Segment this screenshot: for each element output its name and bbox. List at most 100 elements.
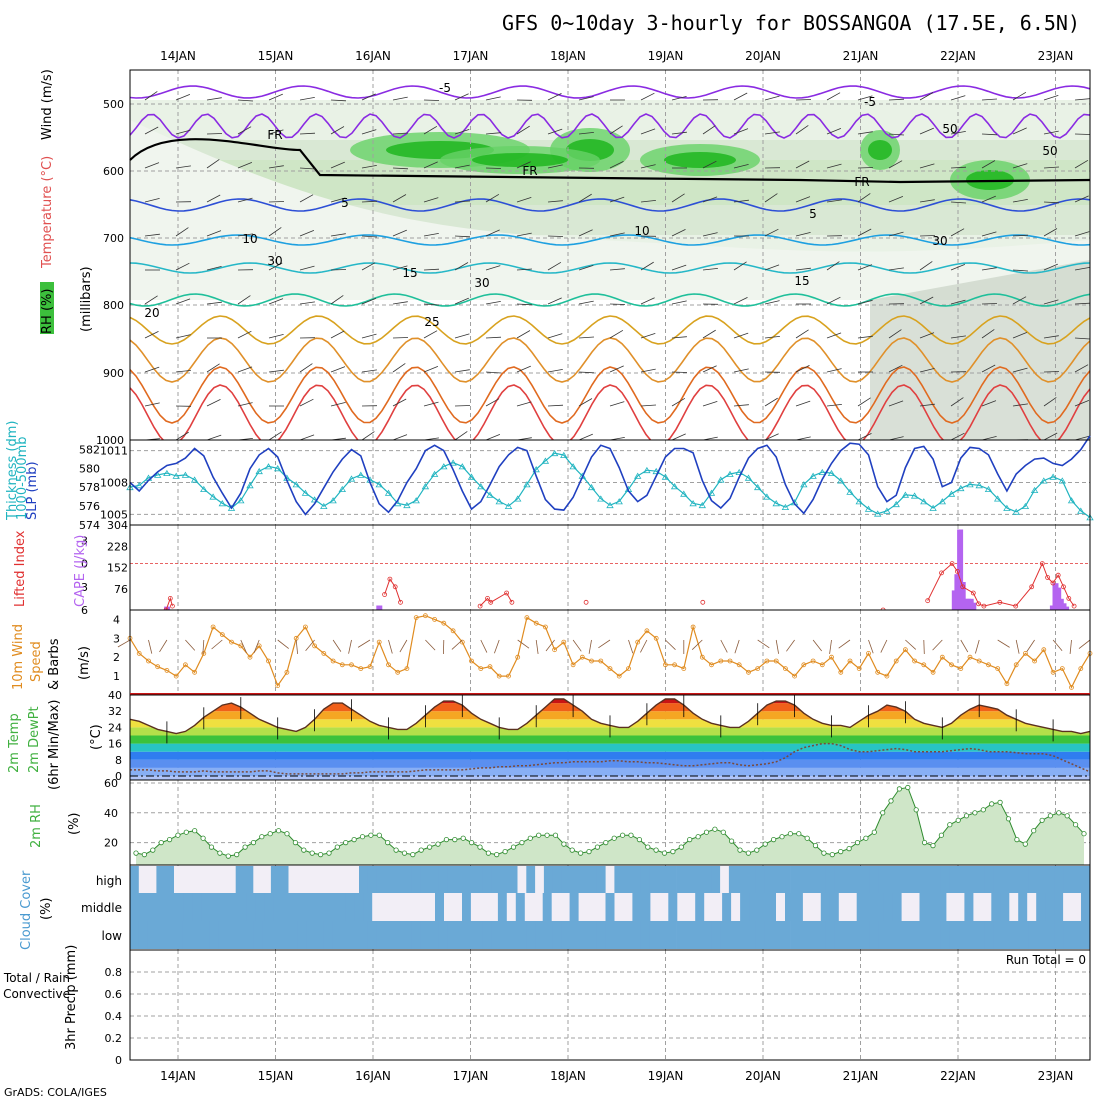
cloud-cell [403,866,413,893]
wind-barb [981,436,997,441]
wind-barb [981,329,995,339]
rh-point [301,847,307,853]
cloud-cell [596,893,606,921]
wind-barb [423,330,438,339]
precip-tick-label: 0.4 [105,1010,123,1023]
wind-speed-point [302,624,308,630]
rh2m-label: 2m RH [29,804,44,848]
thickness-tick-label: 574 [79,519,100,532]
temperature-contour [129,366,1091,424]
cloud-cell [508,921,518,949]
wind-barb [671,229,686,237]
slp-tick-label: 1008 [100,477,128,490]
wind-barb [175,262,190,271]
wind-barb [857,433,872,441]
thickness-point [1030,486,1039,493]
thickness-point [717,476,725,483]
cloud-cell [1072,866,1082,893]
wind-barb-10m [451,639,463,650]
wind-barb [175,334,191,339]
wind-barb [268,93,283,101]
cloud-cover-panel: high middle low Cloud Cover (%) [19,864,1091,951]
lifted-index-point [960,584,966,590]
cloud-cell [878,866,888,893]
wind-barb [795,365,810,373]
cloud-cell [192,893,203,921]
wind-barb [1043,228,1058,237]
wind-barb [578,371,595,374]
wind-barb [578,398,593,407]
cloud-cell [390,893,400,921]
rh-point [1056,810,1062,816]
rh-tick-label: 40 [104,807,118,820]
rh-point [217,850,223,856]
cloud-cell [306,921,316,949]
lifted-index-point [1055,572,1061,578]
cloud-cell [614,866,624,893]
wind-barb [454,431,468,441]
wind-barb [1043,397,1057,407]
rh-point [628,832,634,838]
wind-barb [175,94,191,101]
cloud-cell [420,866,430,893]
cloud-cell [255,893,265,921]
cloud-cell [130,893,140,921]
cloud-cell [702,921,712,949]
wind-speed-point [182,662,188,668]
slp-line [129,435,1091,516]
wind-speed-point [1041,647,1047,653]
cloud-cell [746,866,756,893]
thickness-point [1012,508,1020,515]
rh-point [720,829,726,835]
wind-barb [640,261,654,271]
wind-speed-point [598,658,604,664]
thickness-point [246,482,254,489]
rh-point [359,834,366,840]
cloud-cell [488,893,499,921]
wind-speed-point [570,662,576,668]
cloud-cell [1019,921,1029,949]
cloud-cell [345,893,355,921]
wind-barb [857,131,873,135]
wind-barb [330,295,344,305]
lifted-index-point [488,599,494,605]
rh-point [494,851,500,858]
cloud-cell [165,893,176,921]
wind-barb [299,230,315,237]
date-label-top: 22JAN [940,49,976,63]
cloud-cell [1046,921,1056,949]
cloud-cell [659,893,669,921]
temperature-contour [129,293,1091,307]
cloud-cell [270,921,281,949]
date-label-bottom: 20JAN [745,1069,781,1083]
cloud-cell [838,893,849,921]
contour-label: 20 [144,306,159,320]
wind-barb [1074,400,1090,407]
cloud-cell [887,921,897,949]
cloud-cell [399,893,409,921]
cloud-cell [722,893,732,921]
top-date-axis: 14JAN 15JAN 16JAN 17JAN 18JAN 19JAN 20JAN 21JAN… [160,49,1073,63]
wind-barb [299,363,313,373]
wind-barb [950,432,965,441]
cloud-cell [928,893,938,921]
lifted-index-point [1013,603,1019,609]
cloud-cell [667,866,677,893]
rh-point [980,807,986,813]
cloud-cell [667,921,677,949]
wind10m-panel: 4 3 2 1 10m Wind Speed & Barbs (m/s) [11,609,1093,696]
cloud-cell [191,866,201,893]
cloud-cell [438,866,448,893]
wind-barb-10m [253,639,260,654]
wind-barb [919,127,934,135]
cloud-cell [632,921,642,949]
wind-barb [144,331,159,339]
cape-bar [376,605,383,610]
cloud-cell [658,921,668,949]
wind-barb-10m [148,639,153,654]
wind-speed-point [1050,669,1056,675]
thickness-point [320,502,328,509]
precip-panel: 0.8 0.6 0.4 0.2 0 Run Total = 0 3hr Precip (mm… [3,945,1091,1067]
cloud-cell [323,866,333,893]
cloud-cell [291,893,301,921]
